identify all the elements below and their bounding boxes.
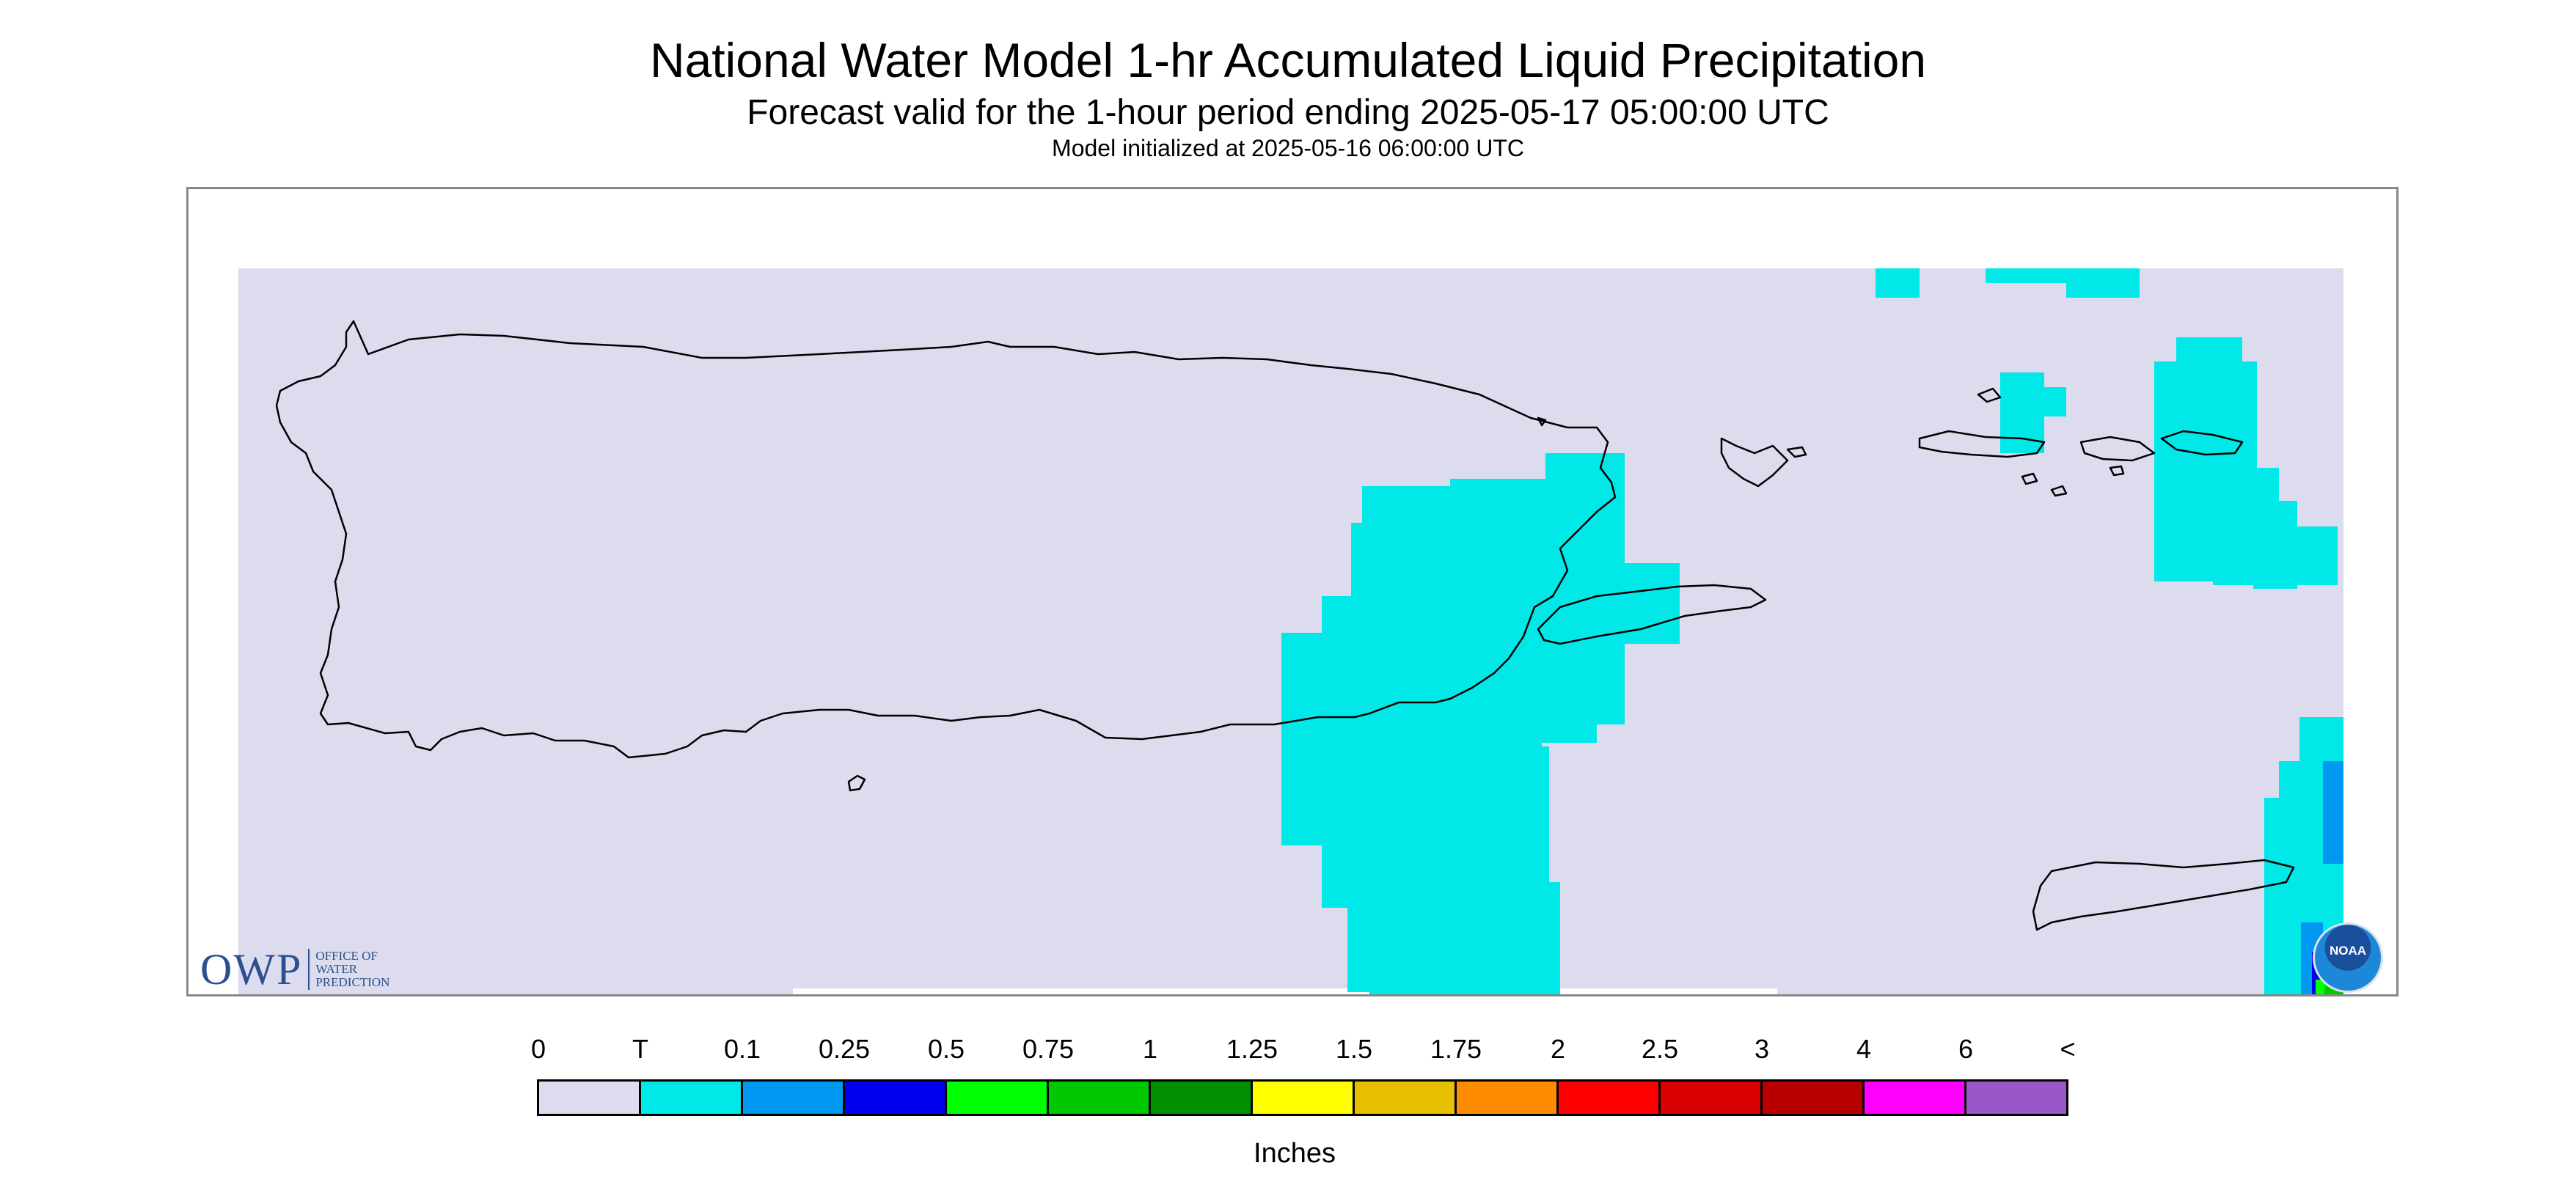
- map-canvas: [238, 268, 2343, 994]
- owp-logo-line-1: OFFICE OF: [315, 949, 378, 963]
- legend-swatch: [1253, 1082, 1355, 1114]
- legend-swatch: [1457, 1082, 1559, 1114]
- legend-swatch: [1355, 1082, 1457, 1114]
- precipitation-map: OWP OFFICE OF WATER PREDICTION NOAA: [186, 187, 2398, 996]
- legend-unit-label: Inches: [1254, 1138, 1336, 1169]
- legend-swatch: [1661, 1082, 1763, 1114]
- coastline-puerto-rico: [275, 320, 1617, 759]
- legend-tick-label: <: [2060, 1034, 2076, 1064]
- legend-tick-label: 6: [1958, 1034, 1974, 1064]
- legend-tick-label: 1.25: [1226, 1034, 1278, 1064]
- legend-swatch: [641, 1082, 743, 1114]
- legend-swatch: [743, 1082, 845, 1114]
- legend-tick-label: 0.75: [1022, 1034, 1075, 1064]
- legend-swatch: [845, 1082, 947, 1114]
- noaa-logo-text: NOAA: [2329, 944, 2367, 958]
- precip-band-east-pr: [1281, 453, 1680, 994]
- forecast-valid-subtitle: Forecast valid for the 1-hour period end…: [747, 93, 1829, 132]
- legend-swatch: [1559, 1082, 1661, 1114]
- map-title: National Water Model 1-hr Accumulated Li…: [649, 33, 1927, 87]
- legend-swatch: [947, 1082, 1049, 1114]
- owp-logo-mark: OWP: [200, 945, 303, 994]
- coastline-culebra-small: [1786, 446, 1807, 458]
- owp-logo-line-3: PREDICTION: [315, 975, 390, 989]
- coastlines: [275, 320, 2295, 931]
- coastline-culebrita: [1537, 416, 1547, 427]
- legend-swatch: [1763, 1082, 1865, 1114]
- coastline-st-john: [2079, 436, 2156, 462]
- legend-color-bar: [537, 1079, 2068, 1116]
- legend-tick-label: 4: [1856, 1034, 1872, 1064]
- legend-tick-label: 1: [1142, 1034, 1158, 1064]
- legend-tick-label: 1.75: [1430, 1034, 1482, 1064]
- owp-logo-line-2: WATER: [315, 962, 358, 976]
- grid-bottom-gap: [793, 988, 1777, 994]
- legend-tick-label: 3: [1754, 1034, 1770, 1064]
- legend-tick-label: 1.5: [1335, 1034, 1373, 1064]
- precip-band-virgin-islands: [1876, 268, 2338, 589]
- model-initialized-note: Model initialized at 2025-05-16 06:00:00…: [1052, 135, 1524, 161]
- legend-tick-label: 2: [1550, 1034, 1566, 1064]
- legend-swatch: [1966, 1082, 2066, 1114]
- coastline-vi-cays: [1977, 387, 2125, 497]
- owp-logo-divider: [308, 949, 310, 990]
- owp-logo: OWP OFFICE OF WATER PREDICTION: [200, 947, 389, 991]
- legend-tick-label: 0.25: [818, 1034, 871, 1064]
- legend-swatch: [1865, 1082, 1966, 1114]
- legend-swatch: [539, 1082, 641, 1114]
- legend-tick-label: 0.5: [927, 1034, 965, 1064]
- owp-logo-text: OFFICE OF WATER PREDICTION: [315, 950, 389, 989]
- precipitation-legend: 0 T 0.1 0.25 0.5 0.75 1 1.25 1.5 1.75 2 2.5 3 4 6 < Inc…: [531, 1034, 2076, 1169]
- coastline-vieques: [1537, 584, 1767, 645]
- legend-swatch: [1049, 1082, 1151, 1114]
- legend-tick-label: T: [632, 1034, 648, 1064]
- legend-tick-label: 0: [530, 1034, 546, 1064]
- grid-domain-edge: [2270, 268, 2343, 342]
- legend-tick-label: 0.1: [723, 1034, 761, 1064]
- coastline-tortola: [2160, 430, 2244, 456]
- legend-labels: 0 T 0.1 0.25 0.5 0.75 1 1.25 1.5 1.75 2 2.5 3 4 6 <: [531, 1034, 2076, 1071]
- noaa-logo: NOAA: [2313, 922, 2383, 993]
- coastline-culebra: [1720, 437, 1789, 488]
- coastline-st-croix: [2032, 859, 2295, 931]
- legend-tick-label: 2.5: [1641, 1034, 1679, 1064]
- coastline-st-thomas: [1918, 430, 2046, 458]
- legend-swatch: [1151, 1082, 1253, 1114]
- coastline-mona-desecheo: [847, 774, 866, 792]
